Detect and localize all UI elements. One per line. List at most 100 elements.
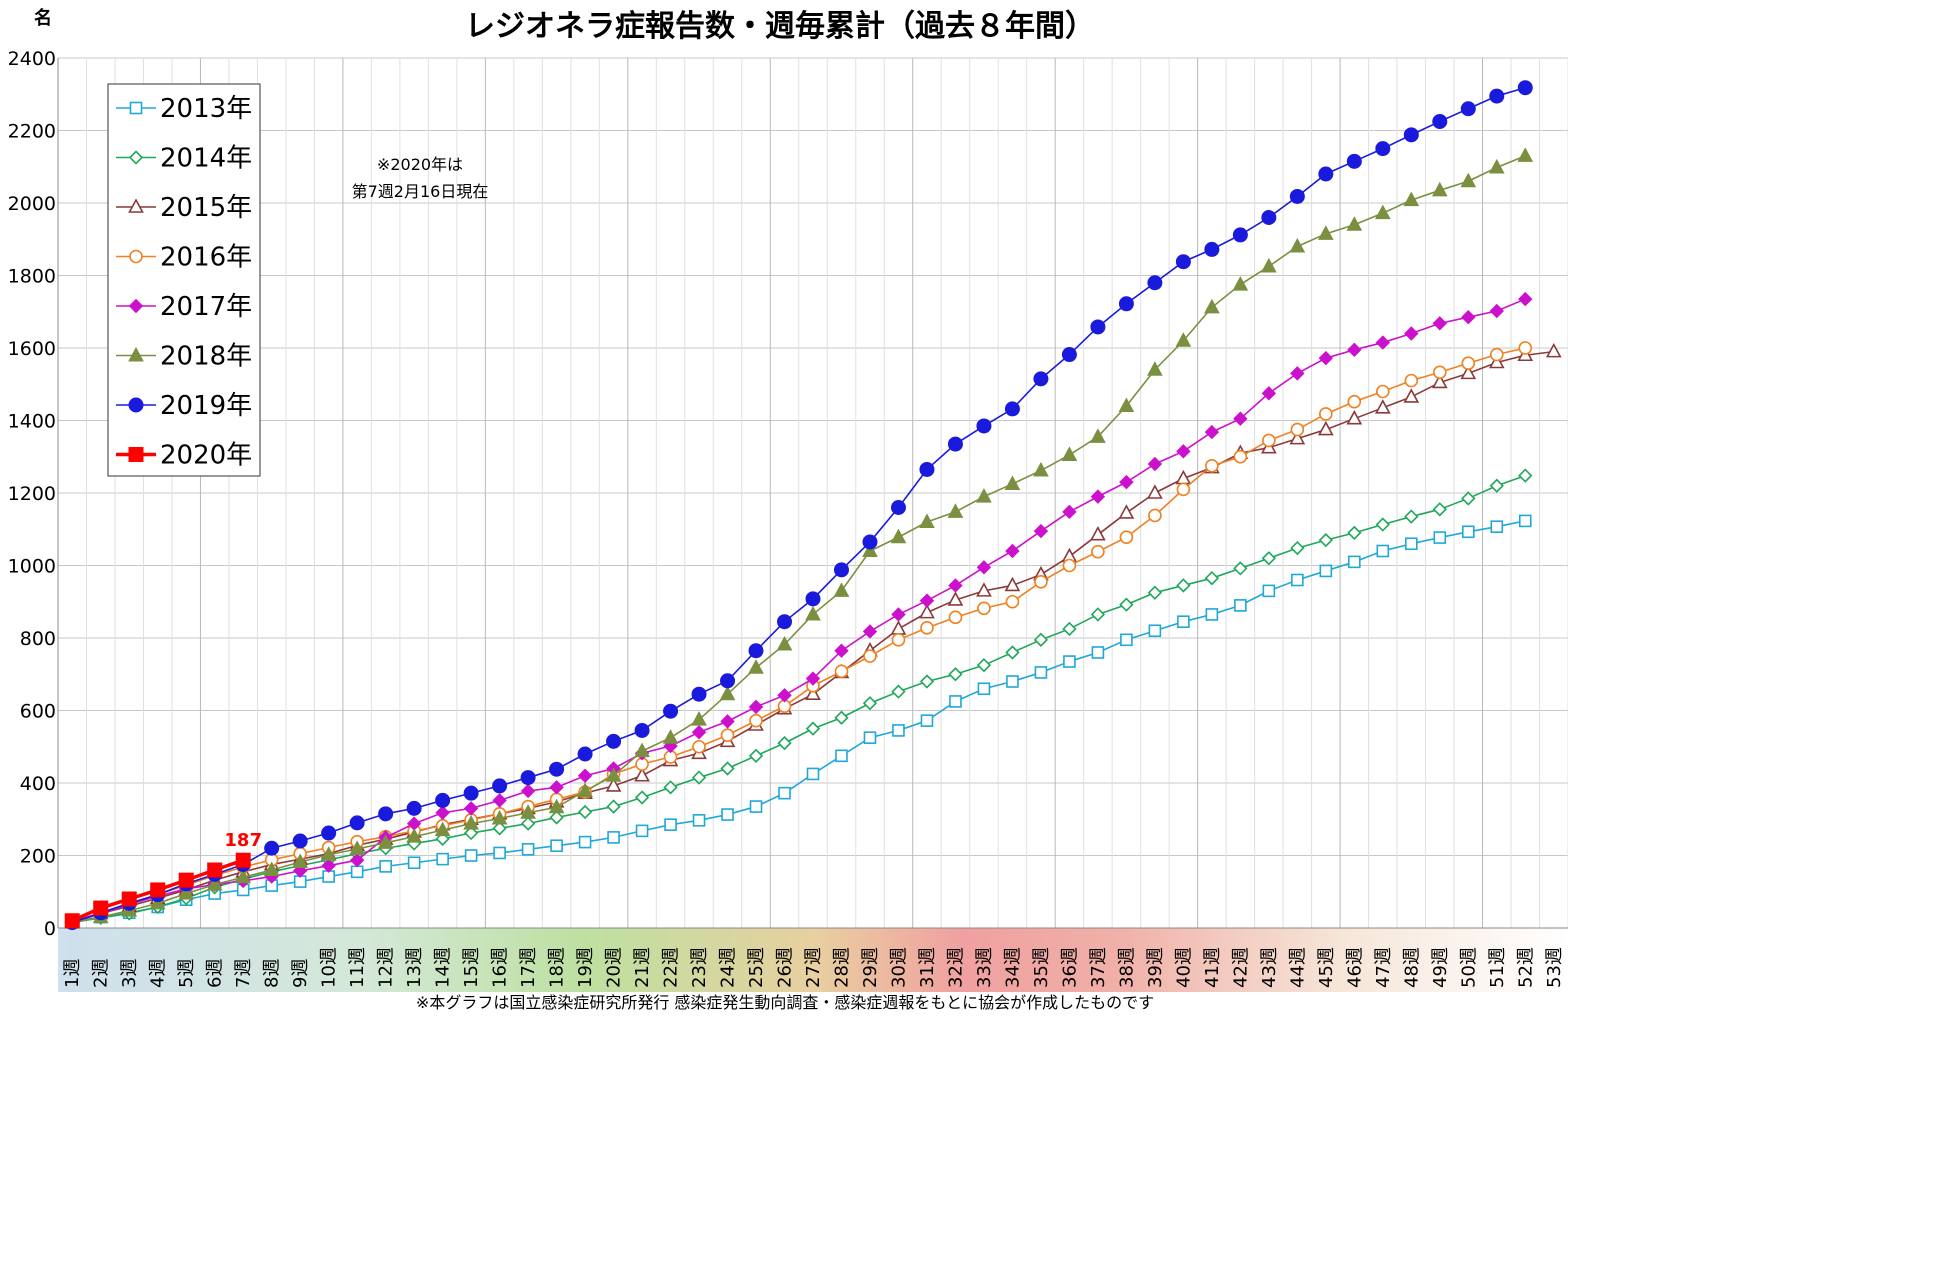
x-tick-label: 6週 [205, 959, 226, 988]
legend-label: 2014年 [160, 144, 252, 174]
x-tick-label: 48週 [1401, 947, 1422, 988]
data-point [1403, 388, 1420, 403]
data-point [692, 814, 706, 827]
data-point [1517, 80, 1533, 96]
data-point [1004, 475, 1021, 490]
data-point [748, 659, 764, 674]
data-point [692, 739, 706, 754]
y-tick-label: 600 [20, 701, 56, 723]
x-tick-label: 37週 [1088, 947, 1109, 988]
data-point [493, 846, 506, 860]
data-point [1061, 446, 1078, 461]
data-point [1518, 514, 1532, 528]
data-point [1233, 449, 1248, 464]
data-point [919, 593, 935, 608]
data-point [805, 671, 821, 686]
data-point [663, 780, 678, 795]
data-point [920, 714, 934, 727]
data-point [1346, 410, 1363, 425]
y-axis-unit: 名 [34, 7, 52, 29]
data-point [777, 688, 792, 703]
data-point [976, 582, 992, 597]
series-line [72, 474, 1526, 924]
data-point [1490, 520, 1504, 534]
legend-label: 2016年 [160, 243, 252, 273]
legend-swatch-marker [128, 346, 144, 362]
note-annotation: ※2020年は 第7週2月16日現在 [352, 155, 489, 201]
data-point [606, 733, 622, 749]
y-tick-label: 400 [20, 773, 56, 795]
data-point [1261, 551, 1276, 566]
data-point [1488, 353, 1505, 369]
series-line [72, 298, 1526, 924]
legend-item: 2019年 [116, 391, 252, 421]
data-point [1460, 364, 1477, 380]
x-tick-label: 34週 [1002, 947, 1023, 988]
data-point [948, 667, 963, 682]
data-point [606, 799, 621, 814]
data-point [835, 749, 848, 763]
data-point [1404, 509, 1419, 524]
data-point [1375, 335, 1391, 350]
data-point [806, 767, 820, 781]
data-point [1460, 101, 1476, 117]
data-point [862, 696, 878, 711]
data-point [720, 728, 735, 742]
data-point [436, 852, 449, 866]
data-point [863, 731, 877, 744]
y-tick-label: 200 [20, 846, 56, 868]
data-point [406, 800, 422, 816]
data-point [748, 748, 764, 763]
data-point [1375, 141, 1391, 157]
data-point [720, 761, 735, 776]
data-point [1432, 365, 1447, 380]
data-point [1176, 482, 1191, 497]
x-tick-label: 1週 [62, 959, 83, 988]
data-point [1319, 564, 1333, 578]
data-point [778, 786, 791, 800]
data-point [292, 833, 308, 849]
data-point [378, 806, 394, 822]
data-point [1204, 241, 1220, 257]
legend-item: 2014年 [116, 144, 252, 174]
data-point [805, 591, 821, 607]
x-tick-label: 7週 [233, 959, 254, 988]
x-tick-label: 8週 [262, 959, 283, 988]
data-point [891, 633, 906, 647]
data-point [1004, 401, 1020, 417]
data-point [920, 621, 934, 635]
note-line-1: ※2020年は [377, 155, 463, 174]
data-point [805, 721, 821, 736]
data-point [264, 840, 280, 856]
data-point [1205, 459, 1219, 473]
data-point [1147, 585, 1163, 600]
data-point [549, 780, 564, 795]
data-point [292, 853, 309, 869]
data-point [891, 684, 906, 699]
data-point [1232, 276, 1249, 291]
data-point [1489, 347, 1504, 362]
data-point [948, 578, 963, 593]
legend-swatch-marker [128, 298, 144, 314]
legend-label: 2013年 [160, 94, 252, 124]
series-5 [64, 147, 1534, 929]
data-point [890, 620, 907, 635]
x-tick-label: 29週 [860, 947, 881, 988]
data-point [1403, 127, 1419, 143]
data-point [548, 798, 565, 814]
data-point [321, 858, 336, 873]
x-tick-label: 49週 [1430, 947, 1451, 988]
data-point [1289, 188, 1305, 204]
data-point [1405, 537, 1418, 551]
series-line [72, 520, 1526, 923]
data-point [1346, 216, 1363, 231]
x-tick-label: 9週 [290, 959, 311, 988]
series-line [72, 347, 1526, 923]
data-point [1290, 366, 1305, 381]
data-point [664, 818, 677, 831]
data-point [1290, 422, 1305, 437]
data-point [1204, 298, 1220, 314]
y-tick-label: 2400 [8, 48, 56, 70]
x-tick-label: 12週 [376, 947, 397, 988]
data-point [492, 778, 508, 794]
